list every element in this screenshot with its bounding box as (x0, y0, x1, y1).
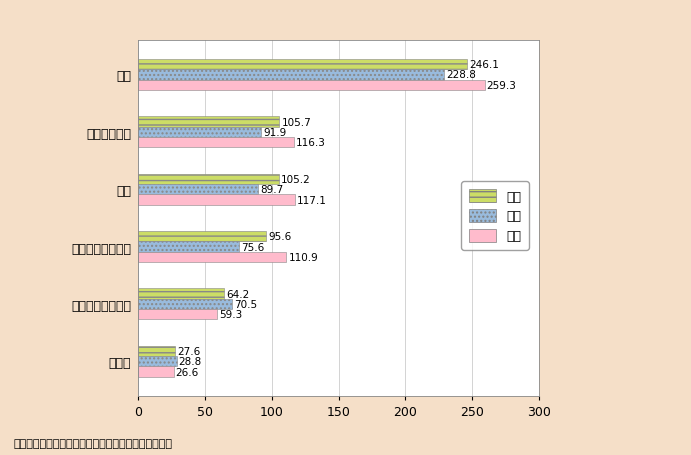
Bar (138, 174, 278, 185)
Text: 27.6: 27.6 (177, 346, 200, 356)
Text: 105.2: 105.2 (281, 174, 310, 184)
Bar (138, 70, 444, 81)
Text: 59.3: 59.3 (220, 309, 243, 319)
Text: 105.7: 105.7 (281, 117, 311, 127)
Bar (138, 127, 261, 138)
Text: 259.3: 259.3 (486, 81, 516, 91)
Bar (138, 232, 266, 242)
Text: 64.2: 64.2 (226, 289, 249, 299)
Text: 89.7: 89.7 (260, 185, 283, 195)
Text: 228.8: 228.8 (446, 71, 475, 80)
Bar (138, 60, 467, 70)
Text: 117.1: 117.1 (296, 195, 327, 205)
Bar (138, 242, 239, 252)
Bar (138, 81, 484, 91)
Bar (138, 252, 286, 263)
Text: 91.9: 91.9 (263, 127, 286, 137)
Bar (138, 346, 175, 356)
Text: 75.6: 75.6 (241, 242, 265, 252)
Text: 116.3: 116.3 (296, 138, 325, 148)
Bar (138, 309, 218, 320)
Text: 26.6: 26.6 (176, 367, 199, 377)
Bar (138, 195, 294, 205)
Bar (138, 117, 279, 127)
Legend: 総数, 男性, 女性: 総数, 男性, 女性 (461, 182, 529, 250)
Bar (138, 138, 294, 148)
Text: 95.6: 95.6 (268, 232, 291, 242)
Text: 資料：厗生労働省「国民生活基礎調査」（平成６年）: 資料：厗生労働省「国民生活基礎調査」（平成６年） (14, 438, 173, 448)
Text: 110.9: 110.9 (288, 253, 318, 263)
Bar (138, 289, 224, 299)
Bar (138, 299, 232, 309)
Bar (138, 367, 173, 377)
Bar (138, 185, 258, 195)
Text: 246.1: 246.1 (469, 60, 499, 70)
Bar (138, 356, 177, 367)
Text: 70.5: 70.5 (234, 299, 258, 309)
Text: 28.8: 28.8 (179, 357, 202, 366)
